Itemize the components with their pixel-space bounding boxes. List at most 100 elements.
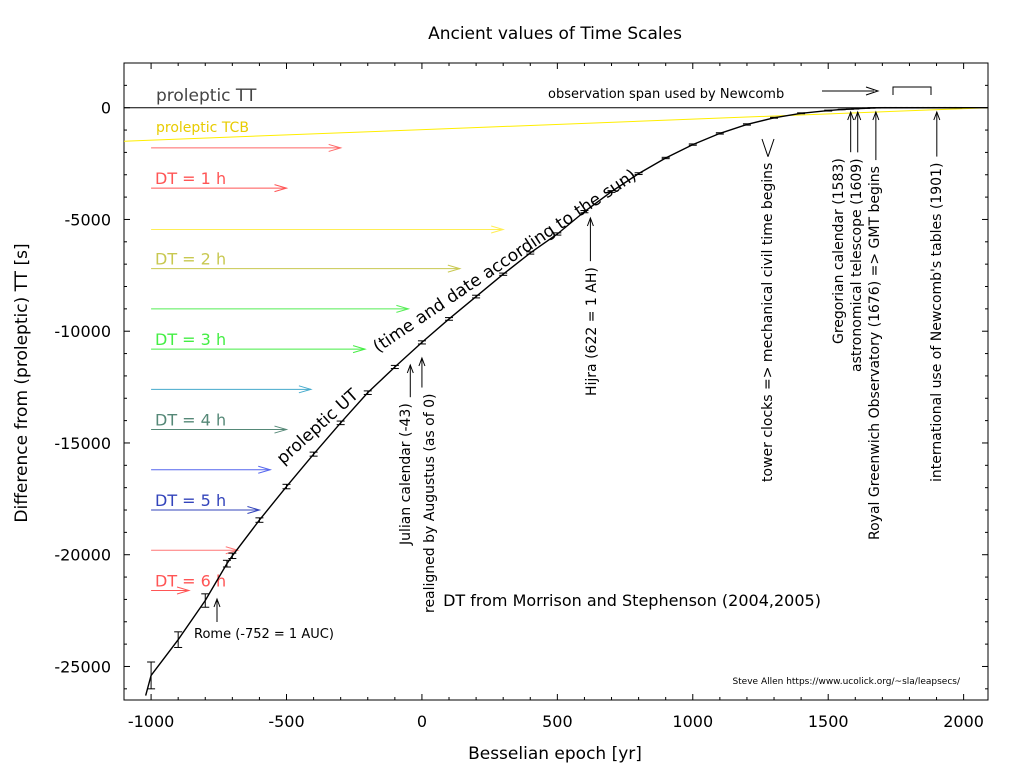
x-tick-label: 1000 [672,712,713,731]
chart-title: Ancient values of Time Scales [428,24,682,44]
newcomb-span-arrowhead [865,86,880,96]
dt-arrowhead [274,425,289,434]
x-tick-label: -1000 [128,712,175,731]
dt-arrowhead [258,465,273,474]
event-julian: Julian calendar (-43) [398,363,414,546]
credit-label: Steve Allen https://www.ucolick.org/~sla… [732,677,961,687]
x-tick-label: 1500 [808,712,849,731]
ut-error-bar [363,390,372,395]
x-tick-label: 2000 [943,712,984,731]
dt-label: DT = 6 h [155,571,226,590]
dt-arrows: DT = 1 h DT = 2 h DT = 3 h DT = 4 h DT = 5 h… [151,143,505,595]
event-augustus: realigned by Augustus (as of 0) [418,356,438,613]
ut-error-bar [580,210,589,214]
proleptic-tt-label: proleptic TT [156,86,257,106]
proleptic-tcb-line [123,107,989,142]
dt-arrowhead [328,143,343,152]
y-tick-label: -10000 [54,322,111,341]
ut-error-bar [742,123,751,126]
reference-lines [123,107,989,142]
event-arrowhead [418,356,426,367]
ut-error-bar [174,631,183,648]
event-arrowhead [586,216,594,227]
newcomb-span-bracket [892,86,932,95]
ut-error-bar [445,317,454,321]
rome-arrowhead [213,597,221,608]
dt-arrowhead [274,184,289,193]
event-arrow [761,138,769,157]
rome-label: Rome (-752 = 1 AUC) [194,627,334,642]
event-arrow [767,138,775,157]
dt-arrowhead [225,546,240,555]
axes: -1000 -500 0 500 1000 1500 20000-5000-10000-15… [54,63,988,731]
dt-arrowhead [491,225,505,234]
dt-label: DT = 5 h [155,491,226,510]
event-label: astronomical telescope (1609) [849,158,865,372]
event-tower-clocks: tower clocks => mechanical civil time be… [760,138,776,482]
event-arrowhead [933,110,941,121]
ut-error-bar [715,132,724,135]
x-axis-label: Besselian epoch [yr] [468,744,642,764]
event-arrowhead [847,110,855,121]
event-markers: Julian calendar (-43) realigned by August… [398,110,945,613]
event-newcomb-tables: international use of Newcomb's tables (1… [929,110,945,482]
y-tick-label: -25000 [54,657,111,676]
proleptic-tcb-label: proleptic TCB [156,120,249,136]
ut-error-bar [222,559,231,568]
ut-error-bar [634,172,643,176]
event-label: international use of Newcomb's tables (1… [929,163,945,482]
ut-error-bar [472,294,481,299]
y-tick-label: -5000 [65,210,112,229]
dt-label: DT = 2 h [155,250,226,269]
dt-arrowhead [352,345,367,354]
ut-error-bar [688,143,697,146]
ut-error-bar [797,112,806,115]
event-arrowhead [406,363,414,374]
event-label: Royal Greenwich Observatory (1676) => GM… [867,166,883,540]
y-axis-label: Difference from (proleptic) TT [s] [12,243,32,522]
x-tick-label: -500 [268,712,304,731]
event-greenwich: Royal Greenwich Observatory (1676) => GM… [867,110,883,540]
event-telescope: astronomical telescope (1609) [849,110,865,372]
dt-arrowhead [447,264,462,273]
dt-arrowhead [396,304,411,313]
ut-error-bar [336,420,345,426]
x-tick-label: 0 [417,712,427,731]
ut-error-bar [824,109,833,112]
ut-error-bar [390,364,399,370]
newcomb-span-label: observation span used by Newcomb [548,87,784,102]
ut-error-bar [499,272,508,276]
y-tick-label: -20000 [54,546,111,565]
ut-error-bar [661,156,670,160]
event-arrowhead [854,110,862,121]
ut-error-bar [417,340,426,345]
plot-frame [123,62,989,701]
event-label: tower clocks => mechanical civil time be… [760,163,776,482]
event-label: Hijra (622 = 1 AH) [584,267,600,396]
dt-arrowhead [247,506,262,514]
y-tick-label: 0 [101,99,111,118]
dt-label: DT = 4 h [155,410,226,429]
dt-arrowhead [298,385,313,394]
event-arrowhead [872,110,880,121]
ut-series [144,106,988,696]
ut-error-bar [282,483,291,490]
ut-error-bar [255,517,264,523]
dt-arrowhead [176,586,191,595]
event-label: Gregorian calendar (1583) [831,158,847,344]
event-hijra: Hijra (622 = 1 AH) [584,216,600,396]
event-label: realigned by Augustus (as of 0) [422,394,438,613]
event-label: Julian calendar (-43) [398,403,414,546]
ut-error-bar [147,661,156,690]
dt-label: DT = 1 h [155,169,226,188]
ut-error-bar [201,593,210,608]
ut-error-bar [526,251,535,255]
ut-error-bar [770,116,779,119]
ut-error-bar [228,552,237,560]
dt-label: DT = 3 h [155,330,226,349]
ut-error-bar [309,451,318,457]
y-tick-label: -15000 [54,434,111,453]
dt-source-label: DT from Morrison and Stephenson (2004,20… [443,591,821,610]
x-tick-label: 500 [542,712,573,731]
